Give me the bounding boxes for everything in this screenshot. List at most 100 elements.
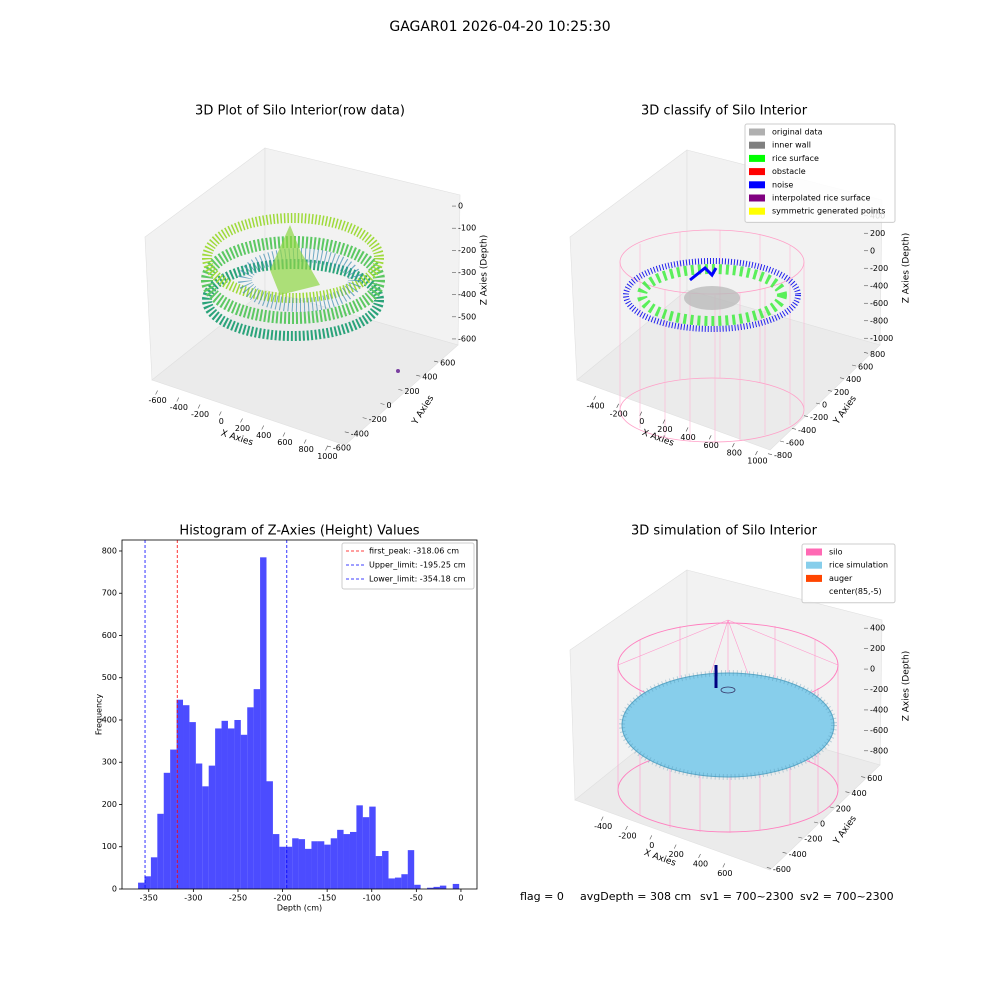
bar [221, 720, 228, 889]
bar [189, 722, 196, 889]
y-tick-label: 0 [112, 885, 117, 894]
y-tick-label: 600 [867, 774, 882, 783]
y-tick [861, 776, 866, 778]
y-tick [863, 352, 869, 354]
bar [163, 772, 171, 889]
x-tick [685, 427, 689, 432]
y-tick-label: 0 [387, 401, 392, 410]
bar [266, 781, 273, 889]
y-tick-label: 0 [822, 401, 827, 410]
z-tick-label: -200 [870, 264, 888, 273]
bar [234, 719, 241, 889]
y-tick [845, 791, 850, 794]
legend-swatch [749, 141, 765, 149]
legend-label: interpolated rice surface [772, 194, 870, 203]
bar [369, 806, 376, 889]
panel-3d-simulation [569, 569, 883, 871]
y-tick [829, 806, 834, 809]
legend-label: center(85,-5) [829, 587, 882, 596]
noise [689, 265, 718, 282]
z-axis-label: Z Axies (Depth) [480, 235, 490, 306]
y-tick [815, 402, 821, 405]
status-text: sv1 = 700~2300 [700, 890, 794, 903]
status-text: sv2 = 700~2300 [800, 890, 894, 903]
y-tick [398, 389, 403, 391]
y-tick-label: 0 [820, 820, 825, 829]
x-tick [176, 397, 180, 402]
y-tick-label: 600 [440, 359, 455, 368]
bar [202, 786, 209, 889]
z-tick-label: -1000 [870, 334, 893, 343]
x-axis-label: Depth (cm) [277, 904, 322, 913]
bar [407, 850, 415, 889]
z-tick-label: -200 [870, 685, 888, 694]
z-tick-label: 0 [870, 246, 875, 255]
x-tick-label: -400 [586, 401, 604, 410]
x-tick [755, 450, 758, 456]
y-tick-label: 200 [404, 387, 419, 396]
x-tick-label: -200 [618, 832, 636, 841]
legend-box [341, 542, 475, 590]
point-cloud [202, 259, 384, 341]
x-tick-label: 200 [657, 425, 672, 434]
y-tick-label: 300 [102, 758, 117, 767]
x-tick-label: -200 [191, 410, 209, 419]
x-tick [625, 825, 628, 831]
legend-box [801, 543, 896, 604]
y-tick [779, 440, 785, 443]
legend-label: obstacle [772, 167, 806, 176]
original-data [684, 286, 740, 310]
y-tick-label: 800 [870, 350, 885, 359]
bar [285, 846, 293, 889]
bar [240, 734, 248, 889]
y-tick-label: -400 [789, 850, 807, 859]
bar [138, 882, 145, 889]
x-tick-label: 200 [235, 424, 250, 433]
x-tick-label: -400 [170, 403, 188, 412]
z-axis-label: Z Axies (Depth) [902, 651, 912, 722]
bar [253, 689, 261, 889]
z-tick-label: -600 [458, 334, 476, 343]
legend-swatch [749, 128, 765, 136]
x-tick-label: 1000 [747, 457, 767, 466]
legend-swatch [749, 194, 765, 202]
bar [247, 707, 254, 889]
y-tick-label: 400 [846, 375, 861, 384]
x-tick [325, 446, 328, 451]
rice-surface [637, 264, 787, 326]
legend-swatch [806, 561, 822, 569]
bar [375, 856, 383, 889]
y-tick-label: -600 [773, 865, 791, 874]
x-tick-label: 200 [669, 850, 684, 859]
bar [292, 838, 299, 889]
x-tick-label: 1000 [317, 452, 337, 461]
rice-simulation [619, 670, 837, 780]
z-tick-label: -200 [458, 246, 476, 255]
y-tick-label: 100 [102, 842, 117, 851]
x-tick-label: -150 [318, 894, 336, 903]
x-tick [261, 425, 264, 430]
y-tick-label: 500 [102, 673, 117, 682]
x-tick [197, 404, 201, 409]
x-tick [722, 863, 726, 868]
x-tick [708, 435, 712, 440]
x-tick-label: -300 [184, 894, 202, 903]
bar [414, 884, 421, 889]
legend-label: first_peak: -318.06 cm [369, 547, 459, 556]
x-tick [282, 432, 286, 437]
bar [362, 817, 370, 889]
x-tick-label: 800 [299, 445, 314, 454]
bar [388, 878, 395, 889]
y-tick [803, 415, 809, 417]
legend-label: noise [772, 180, 793, 189]
point-cloud [201, 236, 385, 324]
legend-label: inner wall [772, 141, 811, 150]
y-tick [344, 431, 349, 434]
legend-swatch [749, 154, 765, 162]
x-tick-label: -50 [410, 894, 423, 903]
point-cloud [238, 248, 362, 312]
x-tick [303, 439, 307, 444]
z-tick-label: -800 [870, 316, 888, 325]
bar [208, 765, 216, 889]
legend-label: symmetric generated points [772, 207, 885, 216]
